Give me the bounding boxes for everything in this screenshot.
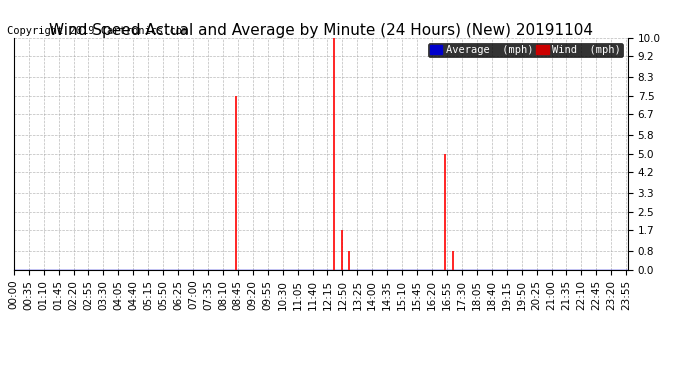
Legend: Average  (mph), Wind  (mph): Average (mph), Wind (mph)	[428, 43, 622, 57]
Title: Wind Speed Actual and Average by Minute (24 Hours) (New) 20191104: Wind Speed Actual and Average by Minute …	[49, 22, 593, 38]
Text: Copyright 2019 Cartronics.com: Copyright 2019 Cartronics.com	[7, 26, 188, 36]
